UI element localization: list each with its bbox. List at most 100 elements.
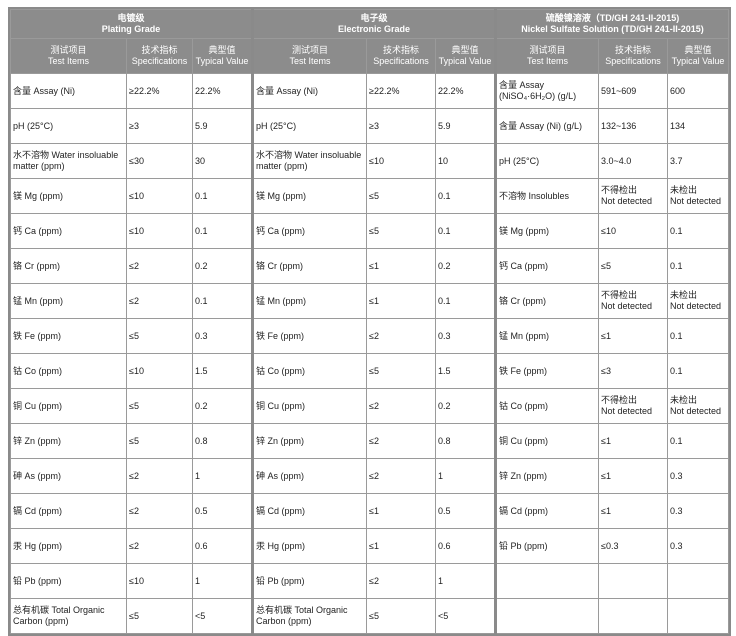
plating-typical-value-cell: 0.3 bbox=[192, 318, 254, 354]
nickel-typical-value-cell: 0.3 bbox=[667, 458, 729, 494]
electronic-test-items-cell: 砷 As (ppm) bbox=[252, 458, 367, 494]
column-header-en: Specifications bbox=[373, 56, 429, 66]
electronic-specifications-cell: ≤10 bbox=[366, 143, 436, 179]
group-title-cn: 电子级 bbox=[360, 13, 388, 23]
group-title-cn: 硫酸镍溶液（TD/GH 241-II-2015) bbox=[545, 13, 680, 23]
nickel-typical-value-cell bbox=[667, 598, 729, 634]
plating-specifications-cell: ≥3 bbox=[126, 108, 193, 144]
group-title-cn: 电镀级 bbox=[117, 13, 145, 23]
nickel-test-items-cell: 不溶物 Insolubles bbox=[495, 178, 599, 214]
group-header-nickel: 硫酸镍溶液（TD/GH 241-II-2015) Nickel Sulfate S… bbox=[495, 9, 729, 39]
column-header-cn: 典型值 bbox=[451, 45, 479, 55]
column-header-typical-value: 典型值 Typical Value bbox=[667, 38, 729, 74]
plating-typical-value-cell: 0.1 bbox=[192, 283, 254, 319]
plating-test-items-cell: 铁 Fe (ppm) bbox=[10, 318, 127, 354]
column-header-cn: 技术指标 bbox=[382, 45, 419, 55]
plating-specifications-cell: ≤2 bbox=[126, 528, 193, 564]
column-header-en: Specifications bbox=[605, 56, 661, 66]
nickel-test-items-cell: 钴 Co (ppm) bbox=[495, 388, 599, 424]
plating-typical-value-cell: 0.8 bbox=[192, 423, 254, 459]
electronic-test-items-cell: 汞 Hg (ppm) bbox=[252, 528, 367, 564]
plating-typical-value-cell: 0.6 bbox=[192, 528, 254, 564]
electronic-test-items-cell: 铁 Fe (ppm) bbox=[252, 318, 367, 354]
electronic-test-items-cell: 钙 Ca (ppm) bbox=[252, 213, 367, 249]
nickel-test-items-cell: 含量 Assay (NiSO₄·6H₂O) (g/L) bbox=[495, 73, 599, 109]
plating-specifications-cell: ≤2 bbox=[126, 248, 193, 284]
plating-typical-value-cell: 0.1 bbox=[192, 178, 254, 214]
electronic-test-items-cell: 含量 Assay (Ni) bbox=[252, 73, 367, 109]
plating-typical-value-cell: 1 bbox=[192, 458, 254, 494]
nickel-specifications-cell: 3.0~4.0 bbox=[598, 143, 668, 179]
nickel-typical-value-cell: 600 bbox=[667, 73, 729, 109]
plating-specifications-cell: ≥22.2% bbox=[126, 73, 193, 109]
plating-specifications-cell: ≤30 bbox=[126, 143, 193, 179]
nickel-specifications-cell: ≤10 bbox=[598, 213, 668, 249]
electronic-specifications-cell: ≤5 bbox=[366, 213, 436, 249]
electronic-test-items-cell: 镁 Mg (ppm) bbox=[252, 178, 367, 214]
column-header-test-items: 测试项目 Test Items bbox=[10, 38, 127, 74]
plating-test-items-cell: 锰 Mn (ppm) bbox=[10, 283, 127, 319]
nickel-typical-value-cell: 0.3 bbox=[667, 493, 729, 529]
nickel-specifications-cell: ≤5 bbox=[598, 248, 668, 284]
column-header-specifications: 技术指标 Specifications bbox=[598, 38, 668, 74]
electronic-test-items-cell: 总有机碳 Total Organic Carbon (ppm) bbox=[252, 598, 367, 634]
plating-specifications-cell: ≤5 bbox=[126, 598, 193, 634]
plating-typical-value-cell: 0.2 bbox=[192, 388, 254, 424]
electronic-test-items-cell: 铜 Cu (ppm) bbox=[252, 388, 367, 424]
electronic-typical-value-cell: 0.1 bbox=[435, 213, 497, 249]
plating-specifications-cell: ≤5 bbox=[126, 318, 193, 354]
electronic-typical-value-cell: 0.8 bbox=[435, 423, 497, 459]
nickel-typical-value-cell: 134 bbox=[667, 108, 729, 144]
electronic-typical-value-cell: 0.1 bbox=[435, 178, 497, 214]
nickel-typical-value-cell: 0.1 bbox=[667, 423, 729, 459]
column-header-cn: 测试项目 bbox=[291, 45, 328, 55]
electronic-typical-value-cell: 0.5 bbox=[435, 493, 497, 529]
electronic-specifications-cell: ≤1 bbox=[366, 493, 436, 529]
table-row: 铜 Cu (ppm) ≤5 0.2 铜 Cu (ppm) ≤2 0.2 钴 Co (ppm)… bbox=[10, 388, 729, 424]
nickel-test-items-cell: 镁 Mg (ppm) bbox=[495, 213, 599, 249]
plating-test-items-cell: 锌 Zn (ppm) bbox=[10, 423, 127, 459]
column-header-en: Specifications bbox=[131, 56, 188, 66]
nickel-typical-value-cell: 0.1 bbox=[667, 353, 729, 389]
column-header-en: Typical Value bbox=[671, 56, 725, 66]
electronic-test-items-cell: 锌 Zn (ppm) bbox=[252, 423, 367, 459]
electronic-specifications-cell: ≤2 bbox=[366, 458, 436, 494]
electronic-specifications-cell: ≤5 bbox=[366, 178, 436, 214]
electronic-test-items-cell: 水不溶物 Water insoluable matter (ppm) bbox=[252, 143, 367, 179]
electronic-typical-value-cell: 10 bbox=[435, 143, 497, 179]
plating-specifications-cell: ≤5 bbox=[126, 388, 193, 424]
nickel-typical-value-cell: 0.1 bbox=[667, 213, 729, 249]
nickel-typical-value-cell: 3.7 bbox=[667, 143, 729, 179]
nickel-typical-value-cell: 0.1 bbox=[667, 248, 729, 284]
column-header-cn: 技术指标 bbox=[614, 45, 651, 55]
column-header-specifications: 技术指标 Specifications bbox=[366, 38, 436, 74]
column-header-en: Test Items bbox=[289, 56, 331, 66]
plating-test-items-cell: 铬 Cr (ppm) bbox=[10, 248, 127, 284]
nickel-specifications-cell: ≤1 bbox=[598, 458, 668, 494]
nickel-test-items-cell: 铁 Fe (ppm) bbox=[495, 353, 599, 389]
plating-typical-value-cell: 30 bbox=[192, 143, 254, 179]
electronic-specifications-cell: ≤5 bbox=[366, 353, 436, 389]
plating-specifications-cell: ≤10 bbox=[126, 178, 193, 214]
electronic-typical-value-cell: 1.5 bbox=[435, 353, 497, 389]
specs-table-frame: 电镀级 Plating Grade 电子级 Electronic Grade 硫酸镍… bbox=[8, 7, 731, 636]
table-row: 铅 Pb (ppm) ≤10 1 铅 Pb (ppm) ≤2 1 bbox=[10, 563, 729, 599]
specs-table: 电镀级 Plating Grade 电子级 Electronic Grade 硫酸镍… bbox=[10, 9, 729, 634]
table-row: 铁 Fe (ppm) ≤5 0.3 铁 Fe (ppm) ≤2 0.3 锰 Mn (ppm)… bbox=[10, 318, 729, 354]
plating-test-items-cell: 水不溶物 Water insoluable matter (ppm) bbox=[10, 143, 127, 179]
column-header-cn: 典型值 bbox=[684, 45, 712, 55]
table-row: 含量 Assay (Ni) ≥22.2% 22.2% 含量 Assay (Ni) ≥22… bbox=[10, 73, 729, 109]
nickel-specifications-cell: ≤0.3 bbox=[598, 528, 668, 564]
group-title-en: Nickel Sulfate Solution (TD/GH 241-II-20… bbox=[521, 24, 704, 34]
nickel-test-items-cell bbox=[495, 598, 599, 634]
plating-test-items-cell: pH (25°C) bbox=[10, 108, 127, 144]
plating-specifications-cell: ≤10 bbox=[126, 353, 193, 389]
column-header-en: Test Items bbox=[47, 56, 89, 66]
electronic-typical-value-cell: 0.3 bbox=[435, 318, 497, 354]
group-header-row: 电镀级 Plating Grade 电子级 Electronic Grade 硫酸镍… bbox=[10, 9, 729, 39]
electronic-specifications-cell: ≤2 bbox=[366, 563, 436, 599]
plating-specifications-cell: ≤5 bbox=[126, 423, 193, 459]
plating-test-items-cell: 砷 As (ppm) bbox=[10, 458, 127, 494]
plating-specifications-cell: ≤2 bbox=[126, 458, 193, 494]
plating-typical-value-cell: 1.5 bbox=[192, 353, 254, 389]
